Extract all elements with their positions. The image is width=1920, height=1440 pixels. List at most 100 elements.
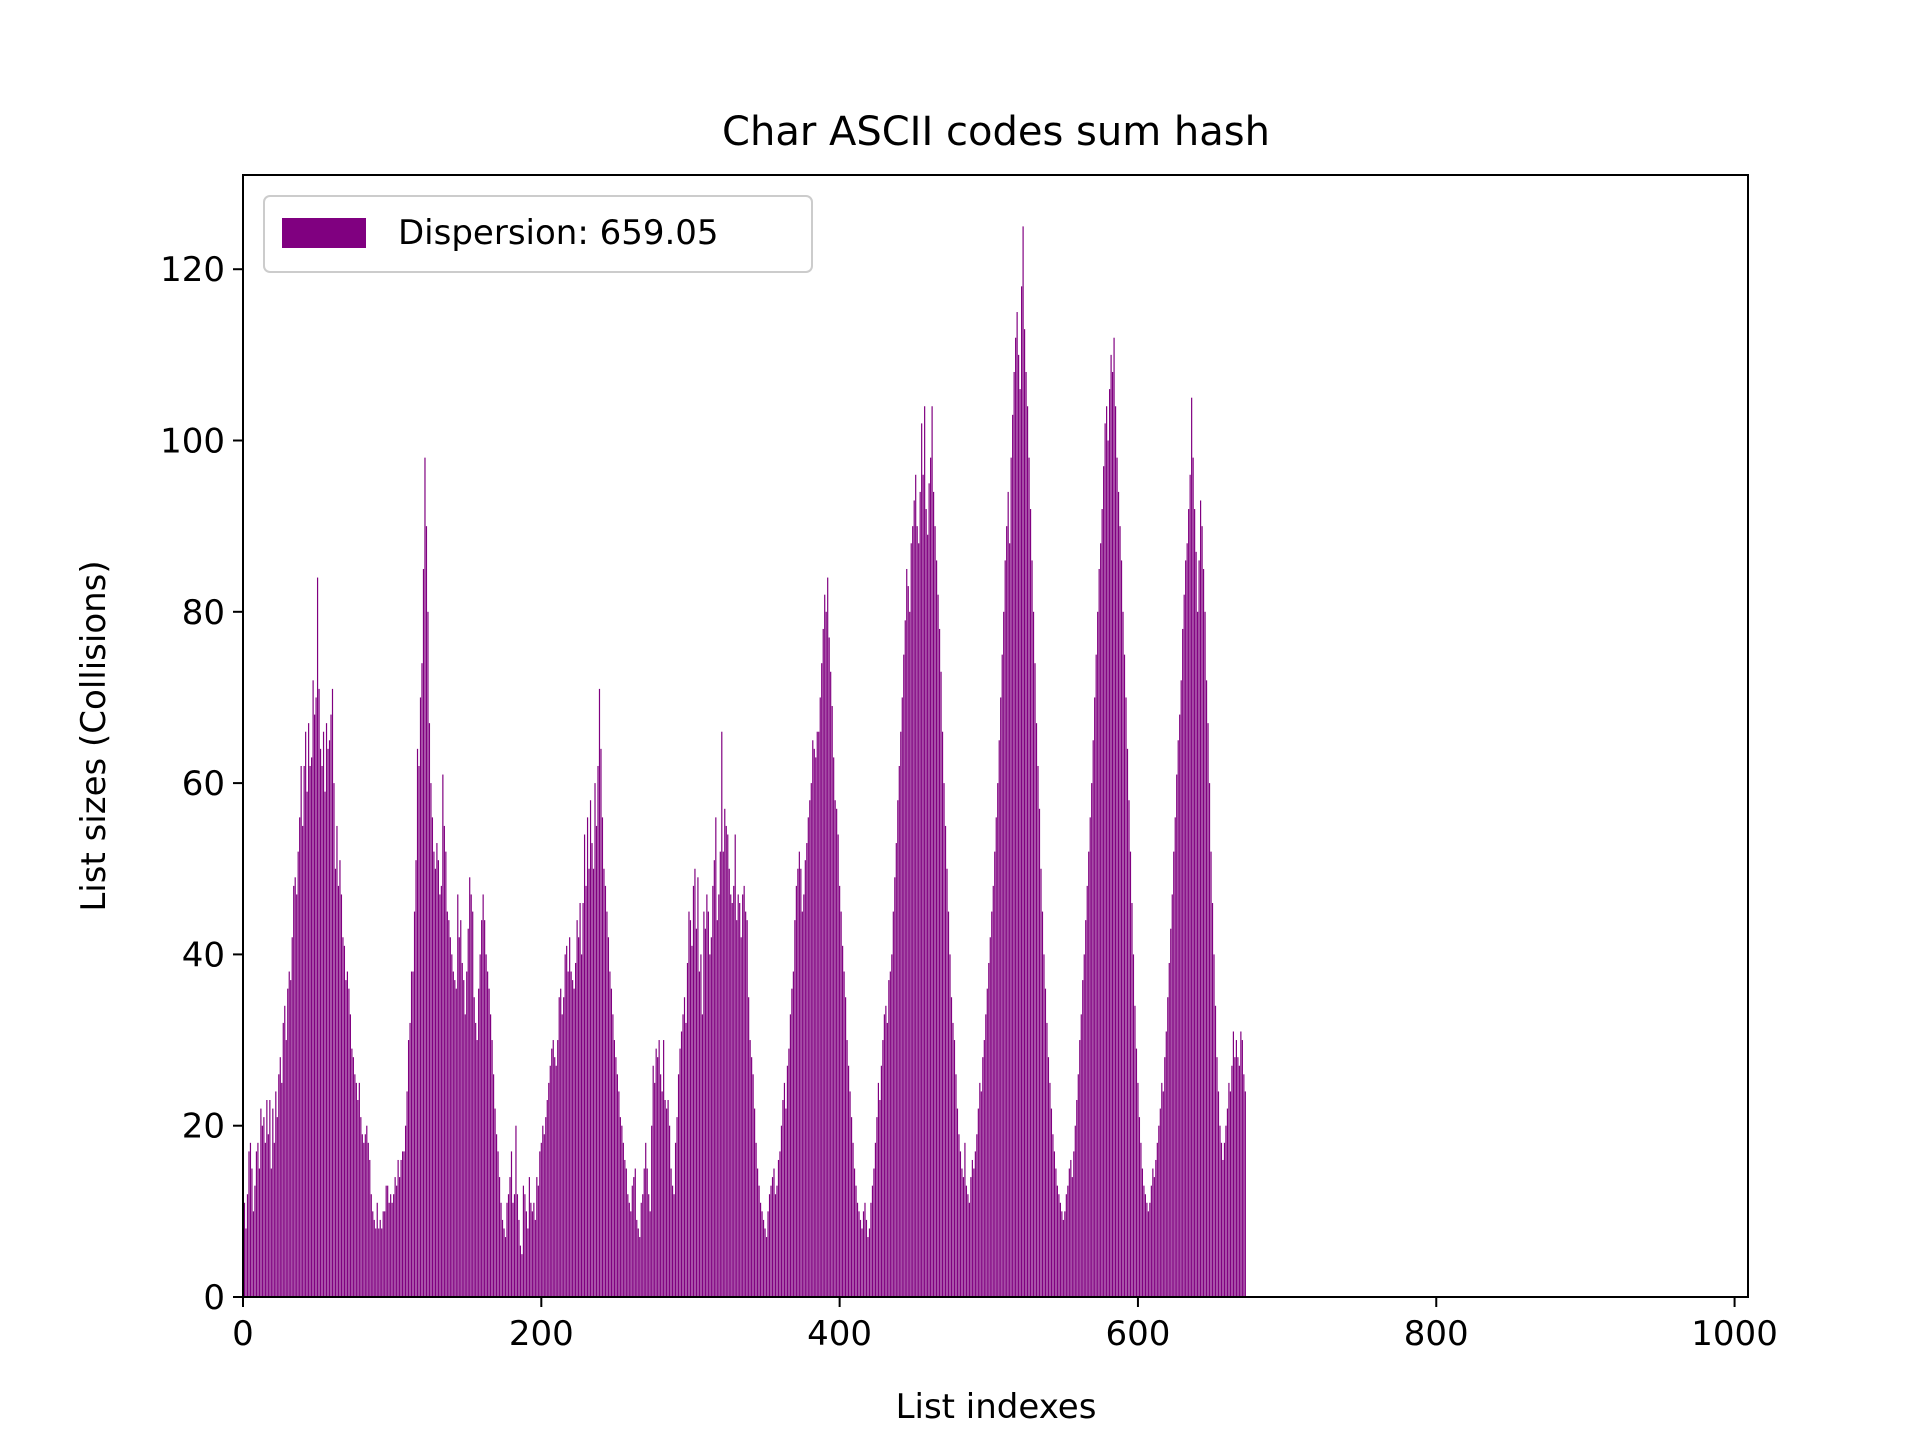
bar [652, 1065, 654, 1297]
bar [1037, 765, 1039, 1297]
bar [1147, 1211, 1149, 1297]
bar [1137, 1082, 1139, 1297]
bar [643, 1168, 645, 1297]
bar [1106, 406, 1108, 1297]
bar [302, 825, 304, 1297]
bar [1111, 371, 1114, 1297]
bar [546, 1100, 548, 1297]
bar [342, 937, 344, 1297]
bar [530, 1202, 532, 1297]
bar [633, 1177, 635, 1297]
bar [316, 577, 319, 1297]
bar [1113, 337, 1115, 1298]
x-tick-label: 0 [232, 1314, 254, 1354]
bar [1194, 509, 1196, 1297]
bar [1168, 962, 1170, 1297]
bar [915, 474, 917, 1297]
bar [1237, 1057, 1239, 1297]
bar [1201, 526, 1203, 1297]
bar [683, 997, 686, 1297]
bar [628, 1202, 630, 1297]
bar [410, 971, 413, 1297]
bar [299, 817, 301, 1297]
bar [861, 1228, 863, 1297]
bar [1146, 1202, 1148, 1297]
bar [807, 817, 809, 1297]
bar [1076, 1100, 1078, 1297]
bar [516, 1194, 519, 1297]
bar [976, 1134, 978, 1297]
bar [397, 1159, 399, 1297]
bar [385, 1185, 387, 1297]
bar [764, 1228, 766, 1297]
bar [791, 988, 793, 1297]
bar [895, 843, 897, 1297]
bar [921, 423, 923, 1297]
bar [1003, 611, 1005, 1297]
bar [834, 800, 836, 1297]
bar [333, 783, 335, 1297]
bar [1046, 1022, 1048, 1297]
bar [612, 1014, 614, 1297]
bar [458, 937, 460, 1297]
bar [1092, 740, 1094, 1297]
bar [1074, 1125, 1076, 1297]
bar [1062, 1219, 1064, 1297]
bar [985, 1014, 987, 1297]
bar [416, 748, 419, 1297]
bar [318, 688, 320, 1297]
bar [1089, 817, 1091, 1297]
bar [910, 543, 912, 1297]
bar [403, 1151, 405, 1297]
bar [609, 971, 611, 1297]
bar [509, 1177, 511, 1297]
bar [276, 1117, 278, 1297]
bar [703, 911, 705, 1297]
bar [928, 483, 930, 1298]
bar [837, 834, 839, 1297]
bar [882, 1040, 884, 1297]
bar [306, 791, 308, 1297]
bar [906, 568, 908, 1297]
bar [1103, 466, 1105, 1298]
bar [415, 860, 417, 1297]
bar [564, 954, 566, 1297]
bar [655, 1048, 657, 1297]
bar [1132, 954, 1135, 1297]
bar [979, 1082, 981, 1297]
bar [634, 1168, 636, 1297]
bar [1068, 1168, 1070, 1297]
bar [279, 1057, 281, 1297]
bar [572, 980, 574, 1297]
bar [733, 885, 735, 1297]
bar [677, 1074, 680, 1297]
bar [616, 1074, 618, 1297]
y-tick-label: 100 [160, 422, 225, 462]
bar [797, 868, 799, 1297]
bar [1079, 1040, 1081, 1297]
bar [1052, 1134, 1054, 1297]
bar [1177, 740, 1179, 1297]
bar [828, 637, 830, 1297]
bar [788, 1048, 790, 1297]
bar [646, 1168, 648, 1297]
bar [648, 1194, 650, 1297]
bar [754, 1108, 756, 1297]
bar [580, 954, 583, 1297]
bar [297, 851, 299, 1297]
bar [1159, 1108, 1161, 1297]
bar [270, 1168, 272, 1297]
bar [1000, 697, 1002, 1297]
bar [345, 980, 347, 1297]
bar [904, 620, 906, 1297]
bar [642, 1194, 644, 1297]
bar [833, 757, 835, 1297]
bar [254, 1185, 256, 1297]
bar [1241, 1040, 1243, 1297]
bar [428, 723, 431, 1297]
bar [680, 1031, 683, 1297]
bar [481, 920, 483, 1297]
bar [604, 885, 607, 1297]
bar [257, 1142, 259, 1297]
y-tick-label: 40 [182, 935, 225, 975]
